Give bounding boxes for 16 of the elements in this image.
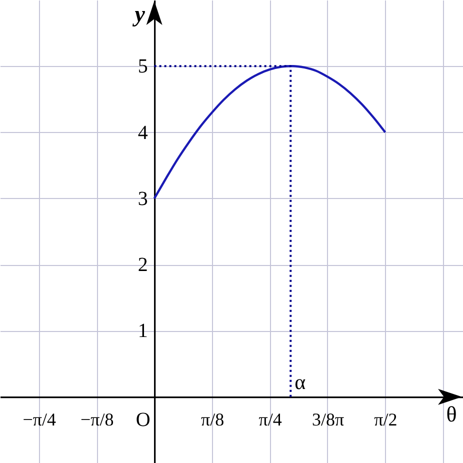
- annotation: α: [294, 370, 306, 394]
- line-series: [153, 65, 386, 200]
- y-tick-label: 3: [138, 188, 148, 210]
- x-tick-label: −π/8: [80, 409, 114, 430]
- x-tick-label: π/8: [201, 409, 224, 430]
- y-axis-title: y: [132, 2, 146, 26]
- y-tick-label: 1: [138, 320, 148, 342]
- y-tick-label: 5: [138, 56, 148, 78]
- y-tick-label: 4: [138, 122, 148, 144]
- x-axis-title: θ: [446, 401, 457, 426]
- annotation: O: [136, 408, 150, 431]
- y-tick-label: 2: [138, 254, 148, 276]
- x-tick-label: π/2: [374, 409, 398, 430]
- x-tick-label: −π/4: [22, 409, 56, 430]
- x-tick-label: 3/8π: [312, 409, 344, 430]
- x-tick-label: π/4: [258, 409, 282, 430]
